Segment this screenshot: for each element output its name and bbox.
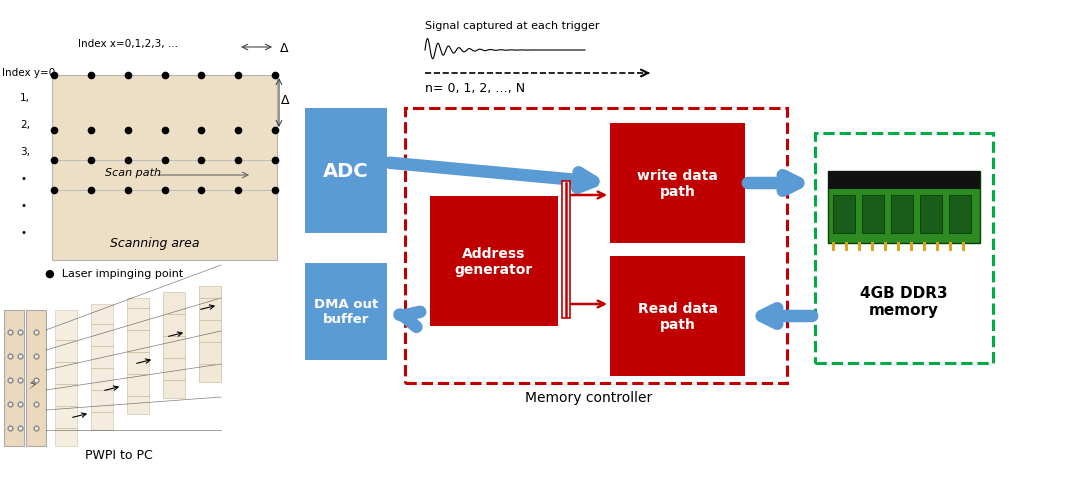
Text: •: •: [20, 174, 26, 183]
Text: PWPI to PC: PWPI to PC: [85, 448, 153, 461]
Polygon shape: [91, 305, 113, 430]
Polygon shape: [163, 292, 185, 398]
Text: ⚡: ⚡: [28, 376, 39, 391]
Text: 4GB DDR3
memory: 4GB DDR3 memory: [860, 285, 948, 318]
Text: Scanning area: Scanning area: [110, 237, 200, 249]
Text: Scan path: Scan path: [105, 168, 161, 178]
Text: Address
generator: Address generator: [455, 246, 533, 277]
Polygon shape: [4, 310, 24, 446]
Polygon shape: [26, 310, 46, 446]
FancyBboxPatch shape: [949, 196, 971, 234]
FancyBboxPatch shape: [833, 196, 855, 234]
FancyBboxPatch shape: [610, 257, 745, 376]
FancyBboxPatch shape: [862, 196, 884, 234]
Text: ADC: ADC: [324, 162, 369, 181]
FancyBboxPatch shape: [305, 264, 387, 360]
FancyBboxPatch shape: [610, 124, 745, 244]
FancyBboxPatch shape: [920, 196, 942, 234]
FancyBboxPatch shape: [305, 109, 387, 234]
FancyBboxPatch shape: [52, 76, 277, 261]
Text: •: •: [20, 227, 26, 238]
Text: Δ: Δ: [280, 42, 289, 55]
FancyBboxPatch shape: [891, 196, 913, 234]
Text: write data
path: write data path: [637, 168, 718, 199]
FancyBboxPatch shape: [828, 172, 980, 190]
Text: •: •: [20, 201, 26, 210]
Text: n= 0, 1, 2, …, N: n= 0, 1, 2, …, N: [425, 82, 526, 95]
FancyBboxPatch shape: [828, 172, 980, 244]
Text: Signal captured at each trigger: Signal captured at each trigger: [425, 21, 599, 31]
Text: 3,: 3,: [20, 147, 30, 157]
Text: Index y=0,: Index y=0,: [2, 68, 59, 78]
Text: Read data
path: Read data path: [637, 301, 718, 331]
Text: ●  Laser impinging point: ● Laser impinging point: [45, 268, 184, 279]
FancyBboxPatch shape: [430, 197, 558, 326]
Text: DMA out
buffer: DMA out buffer: [314, 298, 378, 326]
Text: Memory controller: Memory controller: [525, 390, 653, 404]
Text: Index x=0,1,2,3, …: Index x=0,1,2,3, …: [78, 39, 178, 49]
Text: Δ: Δ: [281, 93, 290, 106]
Text: 1,: 1,: [20, 93, 30, 103]
Polygon shape: [127, 298, 149, 414]
FancyBboxPatch shape: [561, 182, 570, 318]
Polygon shape: [199, 286, 220, 382]
Polygon shape: [55, 310, 77, 446]
Text: 2,: 2,: [20, 120, 30, 130]
